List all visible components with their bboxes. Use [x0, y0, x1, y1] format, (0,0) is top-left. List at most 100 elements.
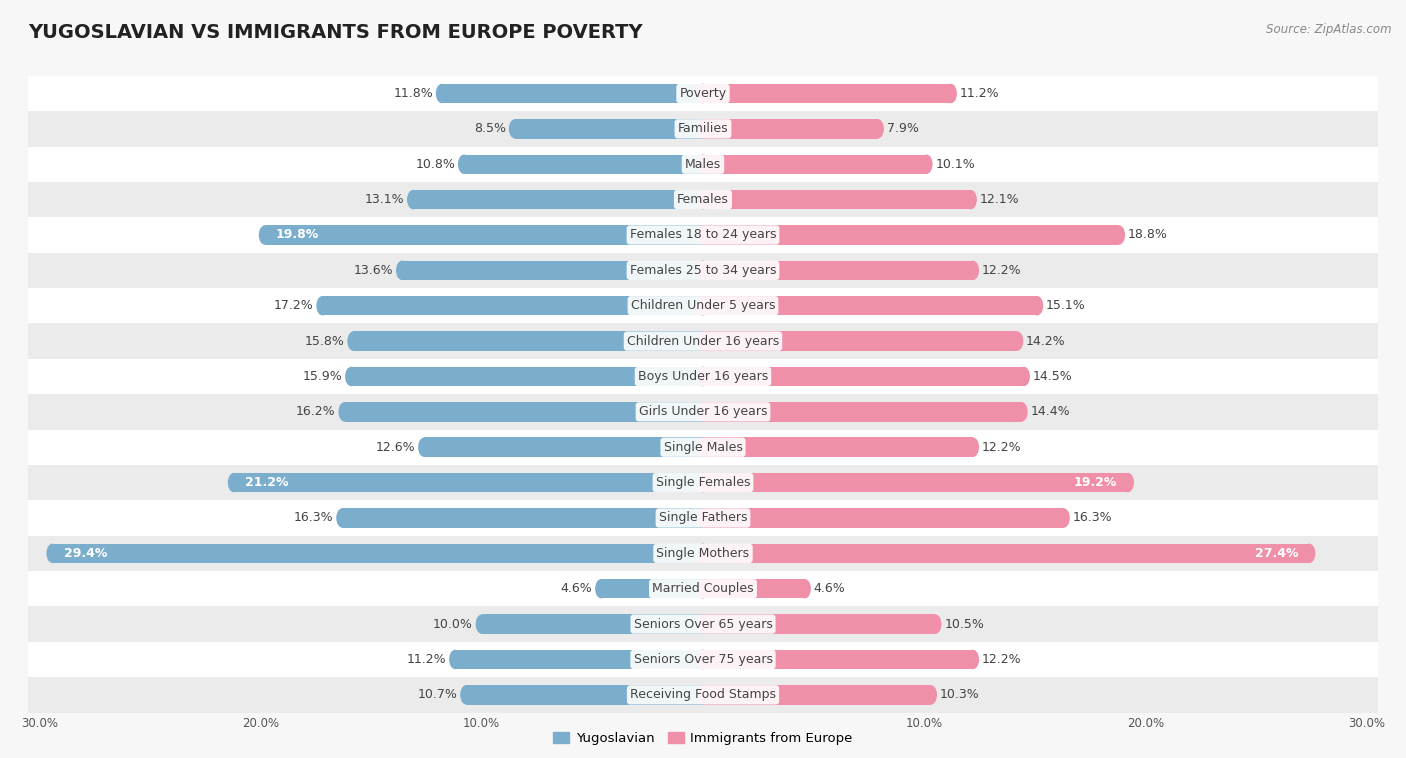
Ellipse shape: [1122, 473, 1133, 493]
Ellipse shape: [46, 543, 59, 563]
Ellipse shape: [925, 685, 936, 705]
Bar: [17, 642, 1389, 677]
Ellipse shape: [339, 402, 350, 421]
Text: 29.4%: 29.4%: [63, 547, 107, 560]
Text: Single Fathers: Single Fathers: [659, 512, 747, 525]
Bar: [703, 155, 927, 174]
Text: Boys Under 16 years: Boys Under 16 years: [638, 370, 768, 383]
Text: 12.2%: 12.2%: [981, 440, 1021, 454]
Ellipse shape: [967, 261, 979, 280]
Bar: [17, 182, 1389, 218]
Ellipse shape: [595, 579, 607, 599]
Bar: [17, 218, 1389, 252]
Bar: [17, 76, 1389, 111]
Ellipse shape: [436, 83, 449, 103]
Text: 14.5%: 14.5%: [1032, 370, 1073, 383]
Bar: [17, 536, 1389, 571]
Text: Single Males: Single Males: [664, 440, 742, 454]
Ellipse shape: [697, 543, 709, 563]
Text: 21.2%: 21.2%: [245, 476, 288, 489]
Ellipse shape: [344, 367, 357, 386]
Bar: [703, 296, 1038, 315]
Bar: [703, 614, 935, 634]
Ellipse shape: [697, 402, 709, 421]
Ellipse shape: [697, 650, 709, 669]
Ellipse shape: [697, 473, 709, 493]
Bar: [402, 261, 703, 280]
Ellipse shape: [697, 331, 709, 351]
Ellipse shape: [697, 685, 709, 705]
Ellipse shape: [697, 225, 709, 245]
Text: Married Couples: Married Couples: [652, 582, 754, 595]
Text: 19.8%: 19.8%: [276, 228, 319, 242]
Ellipse shape: [697, 296, 709, 315]
Ellipse shape: [697, 155, 709, 174]
Ellipse shape: [697, 296, 709, 315]
Text: 27.4%: 27.4%: [1254, 547, 1298, 560]
Text: 10.1%: 10.1%: [935, 158, 976, 171]
Ellipse shape: [1011, 331, 1024, 351]
Bar: [352, 367, 703, 386]
Bar: [703, 473, 1128, 493]
Bar: [233, 473, 703, 493]
Bar: [703, 83, 950, 103]
Ellipse shape: [1303, 543, 1316, 563]
Text: Males: Males: [685, 158, 721, 171]
Bar: [52, 543, 703, 563]
Bar: [515, 119, 703, 139]
Text: 10.8%: 10.8%: [415, 158, 456, 171]
Bar: [17, 359, 1389, 394]
Ellipse shape: [509, 119, 522, 139]
Text: 4.6%: 4.6%: [561, 582, 592, 595]
Ellipse shape: [697, 367, 709, 386]
Ellipse shape: [1015, 402, 1028, 421]
Ellipse shape: [697, 367, 709, 386]
Text: 10.3%: 10.3%: [939, 688, 980, 701]
Bar: [17, 465, 1389, 500]
Text: 10.7%: 10.7%: [418, 688, 457, 701]
Text: 15.9%: 15.9%: [302, 370, 342, 383]
Ellipse shape: [697, 119, 709, 139]
Ellipse shape: [1057, 509, 1070, 528]
Bar: [17, 677, 1389, 713]
Ellipse shape: [697, 614, 709, 634]
Text: 15.8%: 15.8%: [305, 334, 344, 348]
Text: Seniors Over 75 years: Seniors Over 75 years: [634, 653, 772, 666]
Ellipse shape: [697, 437, 709, 457]
Text: YUGOSLAVIAN VS IMMIGRANTS FROM EUROPE POVERTY: YUGOSLAVIAN VS IMMIGRANTS FROM EUROPE PO…: [28, 23, 643, 42]
Ellipse shape: [1018, 367, 1031, 386]
Bar: [703, 190, 970, 209]
Ellipse shape: [408, 190, 419, 209]
Bar: [342, 509, 703, 528]
Text: 12.6%: 12.6%: [375, 440, 415, 454]
Text: 16.3%: 16.3%: [1073, 512, 1112, 525]
Bar: [703, 543, 1309, 563]
Bar: [413, 190, 703, 209]
Text: 11.2%: 11.2%: [406, 653, 446, 666]
Bar: [344, 402, 703, 421]
Ellipse shape: [347, 331, 360, 351]
Bar: [703, 650, 973, 669]
Text: Families: Families: [678, 122, 728, 136]
Text: 12.2%: 12.2%: [981, 264, 1021, 277]
Ellipse shape: [945, 83, 957, 103]
Text: Single Mothers: Single Mothers: [657, 547, 749, 560]
Ellipse shape: [316, 296, 329, 315]
Text: Girls Under 16 years: Girls Under 16 years: [638, 406, 768, 418]
Bar: [703, 261, 973, 280]
Ellipse shape: [967, 437, 979, 457]
Ellipse shape: [259, 225, 271, 245]
Bar: [703, 685, 931, 705]
Bar: [703, 225, 1119, 245]
Text: Females: Females: [678, 193, 728, 206]
Ellipse shape: [921, 155, 932, 174]
Ellipse shape: [697, 83, 709, 103]
Bar: [17, 606, 1389, 642]
Ellipse shape: [460, 685, 472, 705]
Ellipse shape: [458, 155, 470, 174]
Text: 11.2%: 11.2%: [960, 87, 1000, 100]
Ellipse shape: [697, 473, 709, 493]
Bar: [17, 571, 1389, 606]
Text: 12.2%: 12.2%: [981, 653, 1021, 666]
Ellipse shape: [336, 509, 349, 528]
